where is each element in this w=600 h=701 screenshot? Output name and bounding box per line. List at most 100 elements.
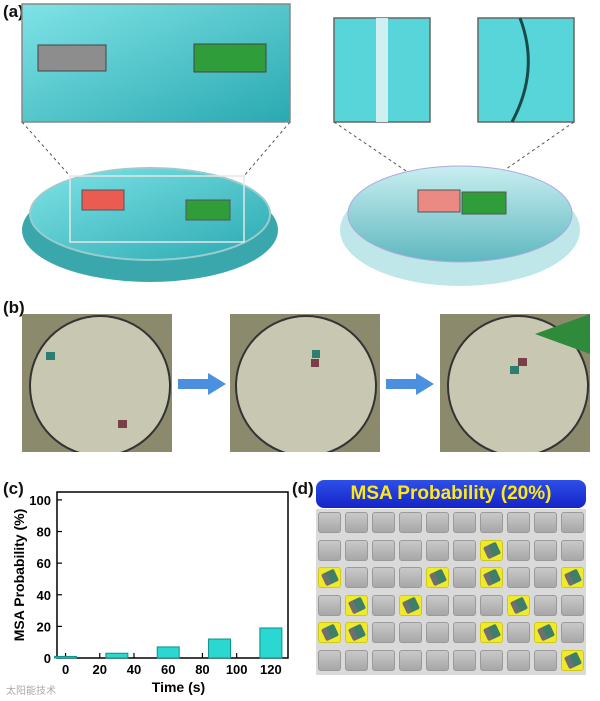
x-tick-label: 20 (93, 662, 107, 677)
grid-cell (399, 649, 422, 671)
bar (208, 638, 232, 659)
panel-a-illustration (21, 3, 580, 286)
left-dish-red-cube (81, 189, 125, 211)
grid-cell (534, 512, 557, 533)
grid-cell (534, 649, 557, 671)
plot-frame (56, 491, 289, 659)
msa-grid (316, 509, 586, 675)
y-tick-label: 100 (29, 493, 51, 508)
grid-cell (534, 594, 557, 616)
grid-cell (399, 512, 422, 533)
right-dish-red-cube (417, 189, 461, 213)
grid-cell-msa (318, 622, 341, 643)
grid-cell (372, 622, 395, 643)
bar (259, 627, 283, 659)
grid-cell-msa (480, 622, 503, 643)
left-dish-green-cube (185, 199, 231, 221)
x-tick-label: 100 (226, 662, 248, 677)
grid-cell (453, 567, 476, 588)
msa-probability-chart: 0 20 40 60 80 100 0 20 40 60 80 100 120 Time (s) MSA P… (11, 491, 289, 695)
grid-cell (453, 622, 476, 643)
grid-cell-msa (480, 539, 503, 561)
grid-cell-msa (561, 567, 584, 588)
grid-cell (507, 567, 530, 588)
grid-cell (453, 594, 476, 616)
y-tick-label: 0 (44, 651, 51, 666)
x-tick-label: 40 (127, 662, 141, 677)
x-tick-label: 0 (62, 662, 69, 677)
panel-label-b: (b) (3, 298, 25, 317)
arrow-right-icon (178, 373, 226, 395)
arrow-right-icon-2 (386, 373, 434, 395)
grid-cell (399, 622, 422, 643)
y-tick-label: 80 (37, 525, 51, 540)
grid-cell (318, 594, 341, 616)
grid-cell (372, 512, 395, 533)
y-tick-label: 60 (37, 556, 51, 571)
grid-cell (507, 622, 530, 643)
y-tick-label: 20 (37, 619, 51, 634)
grid-cell (345, 512, 368, 533)
bar (105, 652, 129, 659)
grid-cell (426, 594, 449, 616)
grid-cell (507, 539, 530, 561)
grid-cell (426, 622, 449, 643)
grid-cell-msa (426, 567, 449, 588)
grid-cell-msa (480, 567, 503, 588)
grid-cell-msa (534, 622, 557, 643)
grid-cell (345, 539, 368, 561)
grid-cell (318, 512, 341, 533)
grid-cell (345, 567, 368, 588)
grid-cell (372, 567, 395, 588)
grid-cell-msa (507, 594, 530, 616)
panel-label-a: (a) (3, 2, 24, 21)
grid-cell-msa (345, 622, 368, 643)
watermark: 太阳能技术 (6, 686, 56, 697)
x-tick-label: 80 (195, 662, 209, 677)
grid-cell (480, 512, 503, 533)
photo-b-3 (440, 314, 590, 452)
grid-cell (561, 622, 584, 643)
grid-cell (318, 649, 341, 671)
right-dish-green-cube (461, 191, 507, 215)
left-cube-a (37, 44, 107, 72)
grid-cell (345, 649, 368, 671)
grid-cell (426, 512, 449, 533)
photo-b-2 (230, 314, 380, 452)
y-axis-label: MSA Probability (%) (11, 509, 27, 642)
grid-cell (453, 649, 476, 671)
grid-cell-msa (561, 649, 584, 671)
grid-cell (561, 539, 584, 561)
grid-cell (426, 539, 449, 561)
msa-probability-header: MSA Probability (20%) (316, 480, 586, 508)
grid-cell (453, 539, 476, 561)
grid-cell (534, 539, 557, 561)
grid-cell (399, 567, 422, 588)
grid-cell (534, 567, 557, 588)
grid-cell (561, 594, 584, 616)
x-axis-label: Time (s) (152, 679, 205, 695)
grid-cell (453, 512, 476, 533)
x-tick-label: 120 (260, 662, 282, 677)
right-cube-a (193, 43, 267, 73)
grid-cell (561, 512, 584, 533)
bar (54, 655, 78, 659)
grid-cell (507, 649, 530, 671)
grid-cell (399, 539, 422, 561)
photo-b-1 (22, 314, 172, 452)
grid-cell (507, 512, 530, 533)
bar (156, 646, 180, 659)
grid-cell (480, 594, 503, 616)
grid-cell-msa (399, 594, 422, 616)
x-tick-label: 60 (161, 662, 175, 677)
grid-cell-msa (318, 567, 341, 588)
panel-label-c: (c) (3, 479, 24, 498)
panel-label-d: (d) (292, 479, 314, 498)
grid-cell (318, 539, 341, 561)
grid-cell (426, 649, 449, 671)
grid-cell (480, 649, 503, 671)
grid-cell (372, 594, 395, 616)
grid-cell (372, 539, 395, 561)
y-tick-label: 40 (37, 588, 51, 603)
grid-cell (372, 649, 395, 671)
